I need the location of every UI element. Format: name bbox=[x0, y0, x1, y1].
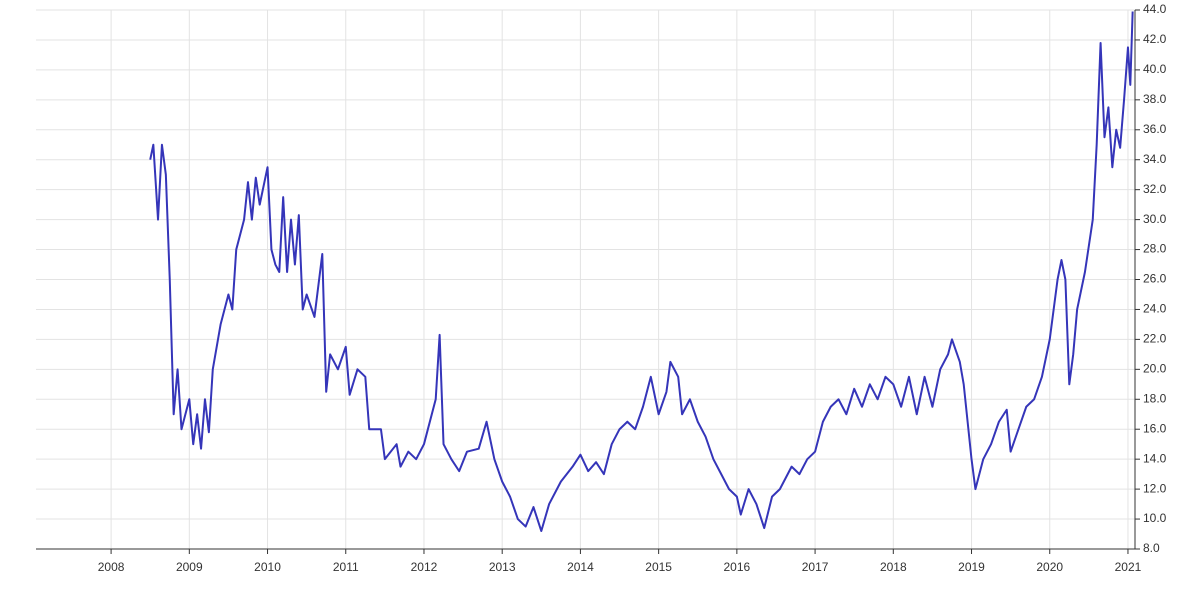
y-tick-label: 8.0 bbox=[1143, 541, 1160, 555]
y-tick-label: 20.0 bbox=[1143, 362, 1167, 376]
x-tick-label: 2015 bbox=[645, 560, 672, 574]
x-tick-label: 2011 bbox=[333, 560, 359, 574]
x-tick-label: 2010 bbox=[254, 560, 281, 574]
x-tick-label: 2020 bbox=[1036, 560, 1063, 574]
x-tick-label: 2018 bbox=[880, 560, 907, 574]
x-tick-label: 2013 bbox=[489, 560, 516, 574]
y-tick-label: 36.0 bbox=[1143, 122, 1167, 136]
y-tick-label: 10.0 bbox=[1143, 511, 1167, 525]
x-tick-label: 2008 bbox=[98, 560, 125, 574]
y-tick-label: 12.0 bbox=[1143, 481, 1167, 495]
y-tick-label: 34.0 bbox=[1143, 152, 1167, 166]
y-tick-label: 32.0 bbox=[1143, 182, 1167, 196]
x-tick-label: 2019 bbox=[958, 560, 985, 574]
y-tick-label: 16.0 bbox=[1143, 421, 1167, 435]
x-tick-label: 2014 bbox=[567, 560, 594, 574]
y-tick-label: 24.0 bbox=[1143, 302, 1167, 316]
x-tick-label: 2012 bbox=[411, 560, 438, 574]
y-tick-label: 40.0 bbox=[1143, 62, 1167, 76]
y-tick-label: 30.0 bbox=[1143, 212, 1167, 226]
y-tick-label: 22.0 bbox=[1143, 332, 1167, 346]
y-tick-label: 38.0 bbox=[1143, 92, 1167, 106]
y-tick-label: 42.0 bbox=[1143, 32, 1167, 46]
x-tick-label: 2017 bbox=[802, 560, 829, 574]
y-tick-label: 44.0 bbox=[1143, 2, 1167, 16]
y-tick-label: 28.0 bbox=[1143, 242, 1167, 256]
x-tick-label: 2021 bbox=[1115, 560, 1142, 574]
y-tick-label: 14.0 bbox=[1143, 451, 1167, 465]
x-tick-label: 2016 bbox=[724, 560, 751, 574]
y-tick-label: 26.0 bbox=[1143, 272, 1167, 286]
x-tick-label: 2009 bbox=[176, 560, 203, 574]
y-tick-label: 18.0 bbox=[1143, 391, 1167, 405]
data-line bbox=[149, 11, 1134, 533]
